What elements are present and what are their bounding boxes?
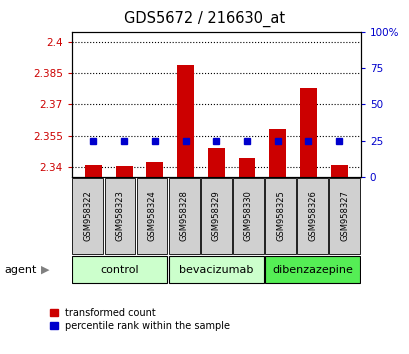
Bar	[85, 165, 101, 177]
FancyBboxPatch shape	[104, 178, 135, 254]
FancyBboxPatch shape	[265, 178, 295, 254]
Text: GSM958325: GSM958325	[275, 190, 284, 241]
Legend: transformed count, percentile rank within the sample: transformed count, percentile rank withi…	[46, 304, 234, 335]
Text: ▶: ▶	[41, 265, 49, 275]
Text: GSM958328: GSM958328	[179, 190, 188, 241]
Bar	[330, 165, 347, 177]
FancyBboxPatch shape	[232, 178, 263, 254]
Bar	[238, 158, 255, 177]
Bar	[146, 162, 163, 177]
Text: GSM958322: GSM958322	[83, 190, 92, 241]
Bar	[207, 148, 224, 177]
FancyBboxPatch shape	[328, 178, 359, 254]
Text: bevacizumab: bevacizumab	[179, 265, 253, 275]
FancyBboxPatch shape	[72, 178, 103, 254]
FancyBboxPatch shape	[169, 178, 199, 254]
FancyBboxPatch shape	[265, 256, 359, 284]
FancyBboxPatch shape	[200, 178, 231, 254]
Text: GSM958329: GSM958329	[211, 190, 220, 241]
Bar	[177, 65, 193, 177]
FancyBboxPatch shape	[136, 178, 167, 254]
Text: dibenzazepine: dibenzazepine	[272, 265, 352, 275]
Text: GSM958326: GSM958326	[308, 190, 316, 241]
FancyBboxPatch shape	[169, 256, 263, 284]
Text: GSM958327: GSM958327	[339, 190, 348, 241]
FancyBboxPatch shape	[72, 256, 167, 284]
Text: GDS5672 / 216630_at: GDS5672 / 216630_at	[124, 11, 285, 27]
FancyBboxPatch shape	[297, 178, 327, 254]
Text: agent: agent	[4, 265, 36, 275]
Bar	[299, 88, 316, 177]
Text: GSM958324: GSM958324	[147, 190, 156, 241]
Bar	[115, 166, 132, 177]
Bar	[269, 129, 285, 177]
Text: GSM958323: GSM958323	[115, 190, 124, 241]
Text: GSM958330: GSM958330	[243, 190, 252, 241]
Text: control: control	[100, 265, 139, 275]
